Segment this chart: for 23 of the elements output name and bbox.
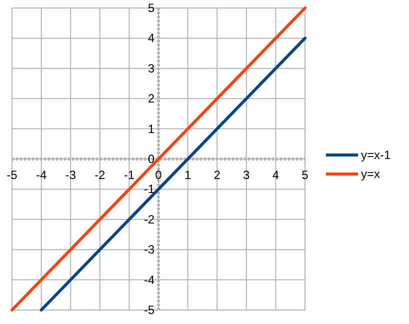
y-tick-label: -3 <box>144 242 155 257</box>
x-tick-label: 5 <box>302 168 309 182</box>
x-tick-label: -3 <box>65 168 76 182</box>
y-tick-label: -4 <box>144 272 155 287</box>
y-tick-label: 1 <box>148 122 155 136</box>
x-tick-label: 2 <box>214 168 221 182</box>
x-tick-label: -1 <box>124 168 135 182</box>
y-tick-label: 4 <box>148 31 155 46</box>
y-tick-label: 3 <box>148 61 155 76</box>
x-tick-label: 1 <box>184 168 192 182</box>
y-tick-label: -1 <box>144 182 155 196</box>
x-tick-label: -2 <box>94 168 106 182</box>
y-tick-label: 0 <box>148 152 155 166</box>
legend-label: y=x <box>361 167 380 181</box>
y-tick-label: -2 <box>144 212 155 226</box>
y-tick-label: -5 <box>144 303 155 317</box>
legend-label: y=x-1 <box>361 148 392 162</box>
x-tick-label: 3 <box>243 168 250 182</box>
x-tick-label: 4 <box>272 168 280 182</box>
x-tick-label: -4 <box>36 168 47 182</box>
y-tick-label: 5 <box>148 1 155 15</box>
y-tick-label: 2 <box>148 92 155 106</box>
x-tick-label: -5 <box>6 168 18 182</box>
